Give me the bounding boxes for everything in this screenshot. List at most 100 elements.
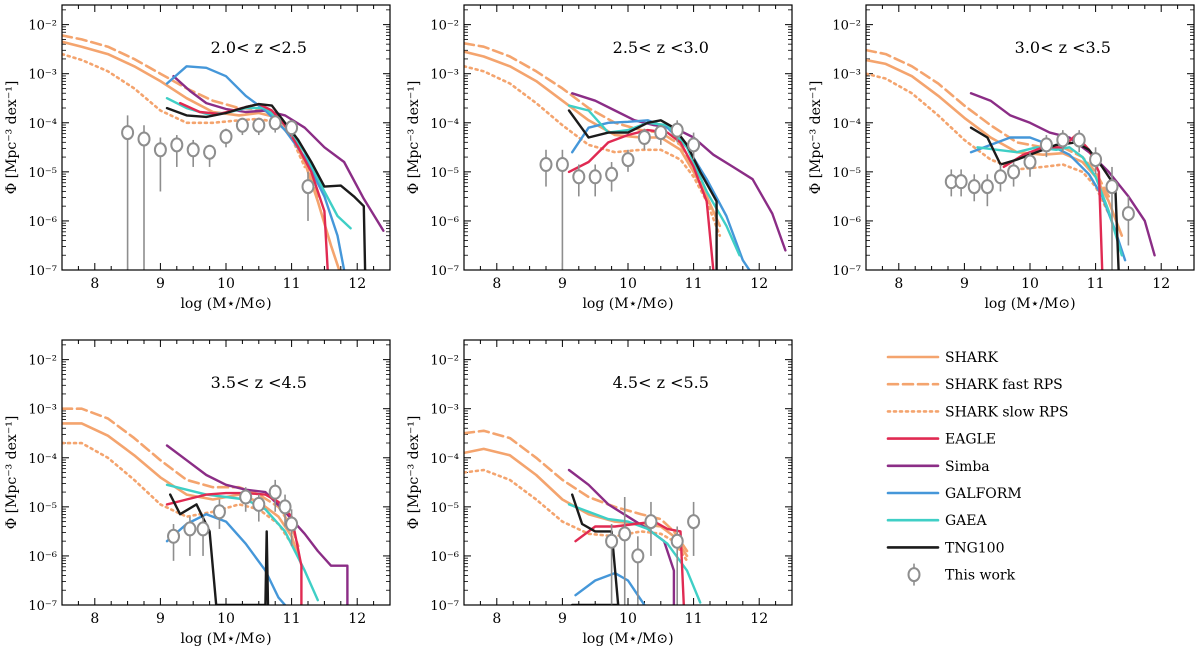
panel-5: 8 9 10 11 12 10⁻⁷ 10⁻⁶ 10⁻⁵ 10⁻⁴ 10⁻³ 10⁻² log (M⋆/…: [406, 339, 793, 647]
data-point-this-work: [252, 117, 266, 133]
legend-marker: [907, 567, 921, 583]
redshift-label: 3.5< z <4.5: [211, 373, 307, 392]
data-point-this-work: [670, 533, 684, 549]
data-point-this-work: [1089, 152, 1103, 168]
x-tick-label: 10: [1021, 276, 1039, 292]
x-tick-label: 11: [685, 611, 703, 627]
y-tick-label: 10⁻⁴: [832, 117, 861, 132]
redshift-label: 3.0< z <3.5: [1015, 38, 1111, 57]
y-tick-label: 10⁻⁴: [430, 452, 459, 467]
legend-entry-eagle: EAGLE: [886, 432, 996, 448]
y-tick-label: 10⁻⁷: [28, 264, 57, 279]
y-tick-label: 10⁻³: [28, 403, 57, 418]
y-tick-label: 10⁻³: [28, 68, 57, 83]
x-tick-label: 9: [558, 276, 567, 292]
data-point-this-work: [605, 533, 619, 549]
legend-label: SHARK: [945, 350, 998, 366]
plot-area: [464, 429, 702, 605]
x-tick-label: 8: [90, 611, 99, 627]
x-tick-label: 10: [619, 611, 637, 627]
y-tick-label: 10⁻²: [832, 19, 861, 34]
data-point-this-work: [588, 169, 602, 185]
x-axis-label: log (M⋆/M⊙): [582, 296, 673, 312]
x-tick-label: 11: [1087, 276, 1105, 292]
series-line-shark: [62, 422, 300, 558]
legend-entry-galform: GALFORM: [886, 486, 1022, 502]
y-tick-label: 10⁻⁵: [28, 501, 57, 516]
y-tick-label: 10⁻⁴: [28, 452, 57, 467]
series-line-simba: [571, 92, 787, 252]
x-axis-label: log (M⋆/M⊙): [582, 631, 673, 647]
data-point-this-work: [1121, 206, 1135, 222]
legend-entry-shark_slow: SHARK slow RPS: [886, 404, 1068, 420]
data-point-this-work: [121, 125, 135, 141]
series-line-eagle: [165, 491, 303, 605]
data-point-this-work: [1105, 179, 1119, 195]
plot-area: [62, 407, 349, 605]
series-line-simba: [969, 92, 1156, 257]
data-point-this-work: [301, 179, 315, 195]
plot-area: [866, 48, 1156, 270]
legend-label: SHARK slow RPS: [945, 404, 1068, 420]
legend-entry-shark_fast: SHARK fast RPS: [886, 377, 1063, 393]
x-tick-label: 12: [348, 611, 366, 627]
data-point-this-work: [278, 499, 292, 515]
series-line-shark_slow: [464, 65, 722, 237]
data-point-this-work: [153, 142, 167, 158]
y-tick-label: 10⁻⁶: [430, 215, 459, 230]
data-point-this-work: [167, 528, 181, 544]
data-point-this-work: [212, 504, 226, 520]
plot-area: [62, 34, 385, 270]
data-point-this-work: [618, 526, 632, 542]
legend-label: This work: [945, 568, 1016, 584]
series-line-eagle: [574, 520, 685, 605]
legend-entry-gaea: GAEA: [886, 513, 988, 529]
legend-label: GALFORM: [945, 486, 1022, 502]
y-tick-label: 10⁻⁶: [28, 215, 57, 230]
x-tick-label: 10: [217, 276, 235, 292]
series-line-galform: [574, 571, 646, 605]
data-point-this-work: [186, 142, 200, 158]
x-tick-label: 8: [492, 276, 501, 292]
y-tick-label: 10⁻²: [28, 354, 57, 369]
data-point-this-work: [980, 179, 994, 195]
data-point-this-work: [967, 179, 981, 195]
y-tick-label: 10⁻³: [430, 403, 459, 418]
data-point-this-work: [1023, 154, 1037, 170]
y-tick-label: 10⁻⁴: [28, 117, 57, 132]
data-point-this-work: [621, 152, 635, 168]
data-point-this-work: [170, 137, 184, 153]
data-point-this-work: [268, 115, 282, 131]
series-line-shark_slow: [464, 468, 689, 563]
y-tick-label: 10⁻⁷: [28, 599, 57, 614]
data-point-this-work: [137, 131, 151, 147]
data-point-this-work: [670, 122, 684, 138]
series-line-tng: [168, 493, 270, 605]
x-tick-label: 9: [156, 611, 165, 627]
y-tick-label: 10⁻⁴: [430, 117, 459, 132]
data-point-this-work: [539, 156, 553, 172]
legend-entry-obs: This work: [907, 563, 1016, 586]
x-axis-label: log (M⋆/M⊙): [984, 296, 1075, 312]
y-tick-label: 10⁻⁶: [28, 550, 57, 565]
legend-label: SHARK fast RPS: [945, 377, 1063, 393]
series-line-tng: [571, 493, 620, 605]
series-line-shark_fast: [62, 407, 300, 548]
y-tick-label: 10⁻⁷: [430, 599, 459, 614]
data-point-this-work: [235, 117, 249, 133]
y-tick-label: 10⁻²: [430, 19, 459, 34]
x-tick-label: 12: [750, 611, 768, 627]
panel-frame: [865, 4, 1195, 271]
series-line-gaea: [567, 503, 702, 604]
data-point-this-work: [183, 521, 197, 537]
y-tick-label: 10⁻²: [430, 354, 459, 369]
legend-label: GAEA: [945, 513, 988, 529]
series-line-eagle: [1002, 133, 1104, 270]
legend-entry-tng: TNG100: [886, 540, 1005, 556]
x-tick-label: 10: [619, 276, 637, 292]
data-point-this-work: [239, 489, 253, 505]
panel-frame: [61, 339, 391, 606]
x-tick-label: 8: [492, 611, 501, 627]
data-point-this-work: [644, 514, 658, 530]
y-axis-label: Φ [Mpc⁻³ dex⁻¹]: [4, 81, 20, 195]
